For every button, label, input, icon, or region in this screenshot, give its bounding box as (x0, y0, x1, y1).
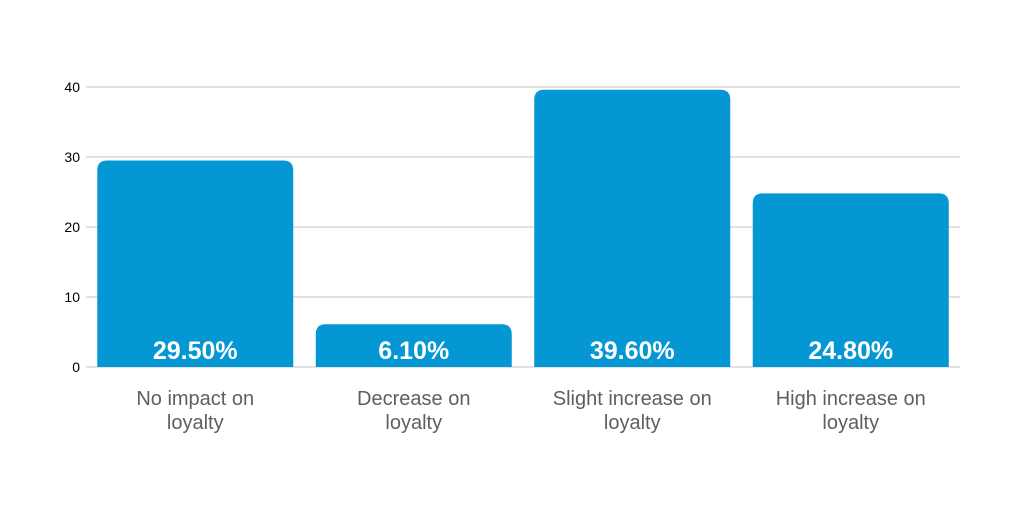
x-category-line: Slight increase on (553, 388, 712, 410)
x-category-line: loyalty (822, 412, 879, 434)
bar-2 (315, 324, 512, 367)
bar-value-label: 6.10% (378, 337, 449, 365)
x-category-line: loyalty (385, 412, 442, 434)
bar-3 (534, 89, 731, 368)
y-axis-ticks: 0 10 20 30 40 (64, 79, 80, 375)
x-category-line: loyalty (167, 412, 224, 434)
y-tick-label: 20 (64, 219, 80, 235)
x-category-label: Decrease on loyalty (357, 388, 470, 434)
y-tick-label: 10 (64, 289, 80, 305)
x-category-line: No impact on (136, 388, 254, 410)
x-category-label: Slight increase on loyalty (553, 388, 712, 434)
y-tick-label: 0 (72, 359, 80, 375)
bar-value-label: 39.60% (590, 337, 675, 365)
y-tick-label: 30 (64, 149, 80, 165)
bar-value-label: 29.50% (153, 337, 238, 365)
data-labels: 29.50% 6.10% 39.60% 24.80% (153, 337, 893, 365)
bar-4 (752, 193, 949, 367)
x-category-line: loyalty (604, 412, 661, 434)
bars (97, 89, 949, 368)
bar-1 (97, 160, 294, 367)
x-category-line: High increase on (776, 388, 926, 410)
x-category-label: No impact on loyalty (136, 388, 254, 434)
x-category-label: High increase on loyalty (776, 388, 926, 434)
x-category-line: Decrease on (357, 388, 470, 410)
y-tick-label: 40 (64, 79, 80, 95)
bar-value-label: 24.80% (808, 337, 893, 365)
